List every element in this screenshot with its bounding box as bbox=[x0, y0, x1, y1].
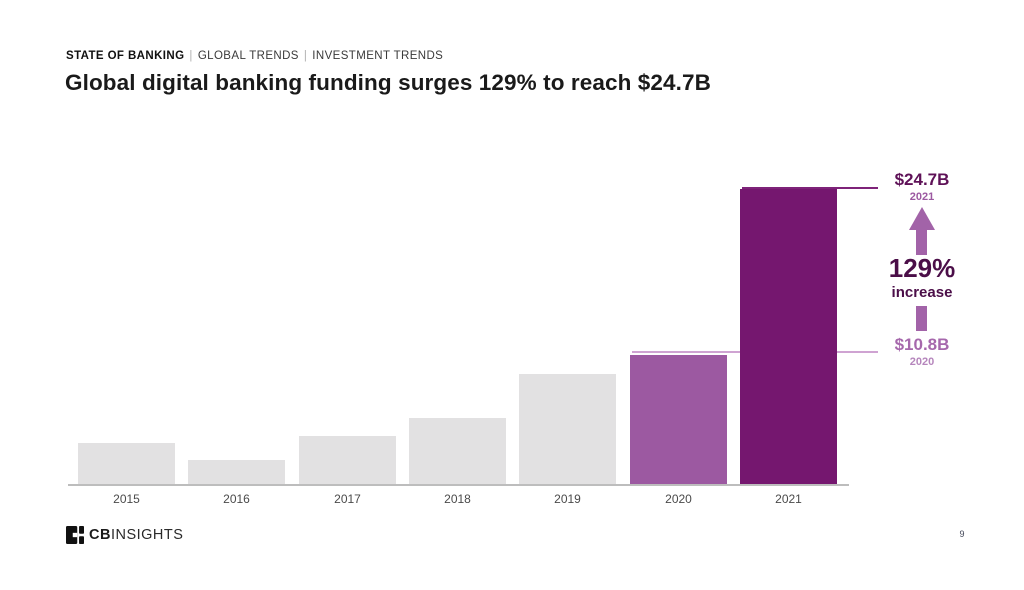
bar-2017 bbox=[299, 436, 396, 484]
breadcrumb-separator: | bbox=[189, 50, 193, 62]
cbinsights-logo-text: CBINSIGHTS bbox=[89, 527, 183, 543]
breadcrumb-item-global-trends: GLOBAL TRENDS bbox=[197, 50, 299, 62]
base-value-label: $10.8B bbox=[894, 335, 950, 354]
x-axis-label-2016: 2016 bbox=[223, 492, 250, 506]
cbinsights-logo: CBINSIGHTS bbox=[66, 526, 183, 544]
x-axis-label-2021: 2021 bbox=[775, 492, 802, 506]
breadcrumb-separator: | bbox=[303, 50, 308, 62]
bar-2019 bbox=[519, 374, 616, 484]
peak-value-label: $24.7B bbox=[894, 170, 950, 189]
bar-2021 bbox=[740, 189, 837, 484]
x-axis-label-2018: 2018 bbox=[444, 492, 471, 506]
page-number: 9 bbox=[959, 529, 965, 539]
bar-2015 bbox=[78, 443, 175, 484]
base-year-label: 2020 bbox=[909, 356, 935, 368]
plot-area: 2015 2016 2017 2018 2019 2020 2021 bbox=[68, 160, 849, 506]
up-arrow-shaft bbox=[916, 229, 927, 255]
logo-text-cb: CB bbox=[89, 527, 111, 543]
logo-text-insights: INSIGHTS bbox=[110, 527, 184, 543]
cbinsights-logo-icon bbox=[66, 526, 84, 544]
x-axis-label-2019: 2019 bbox=[554, 492, 581, 506]
peak-year-label: 2021 bbox=[909, 191, 935, 203]
bar-2016 bbox=[188, 460, 285, 484]
change-percent-label: 129% bbox=[888, 253, 956, 283]
bar-2020 bbox=[630, 355, 727, 484]
bar-2018 bbox=[409, 418, 506, 484]
x-axis-label-2020: 2020 bbox=[665, 492, 692, 506]
breadcrumb-section: STATE OF BANKING bbox=[66, 50, 185, 62]
up-arrow-tail bbox=[916, 306, 927, 331]
breadcrumb: STATE OF BANKING | GLOBAL TRENDS | INVESTMEN… bbox=[66, 50, 443, 62]
breadcrumb-item-investment-trends: INVESTMENT TRENDS bbox=[312, 50, 444, 62]
up-arrow-icon bbox=[909, 207, 935, 230]
page-title: Global digital banking funding surges 12… bbox=[65, 70, 711, 95]
connector-line-2021 bbox=[742, 187, 878, 189]
x-axis-label-2017: 2017 bbox=[334, 492, 361, 506]
x-axis-label-2015: 2015 bbox=[113, 492, 140, 506]
change-text-label: increase bbox=[891, 284, 953, 301]
